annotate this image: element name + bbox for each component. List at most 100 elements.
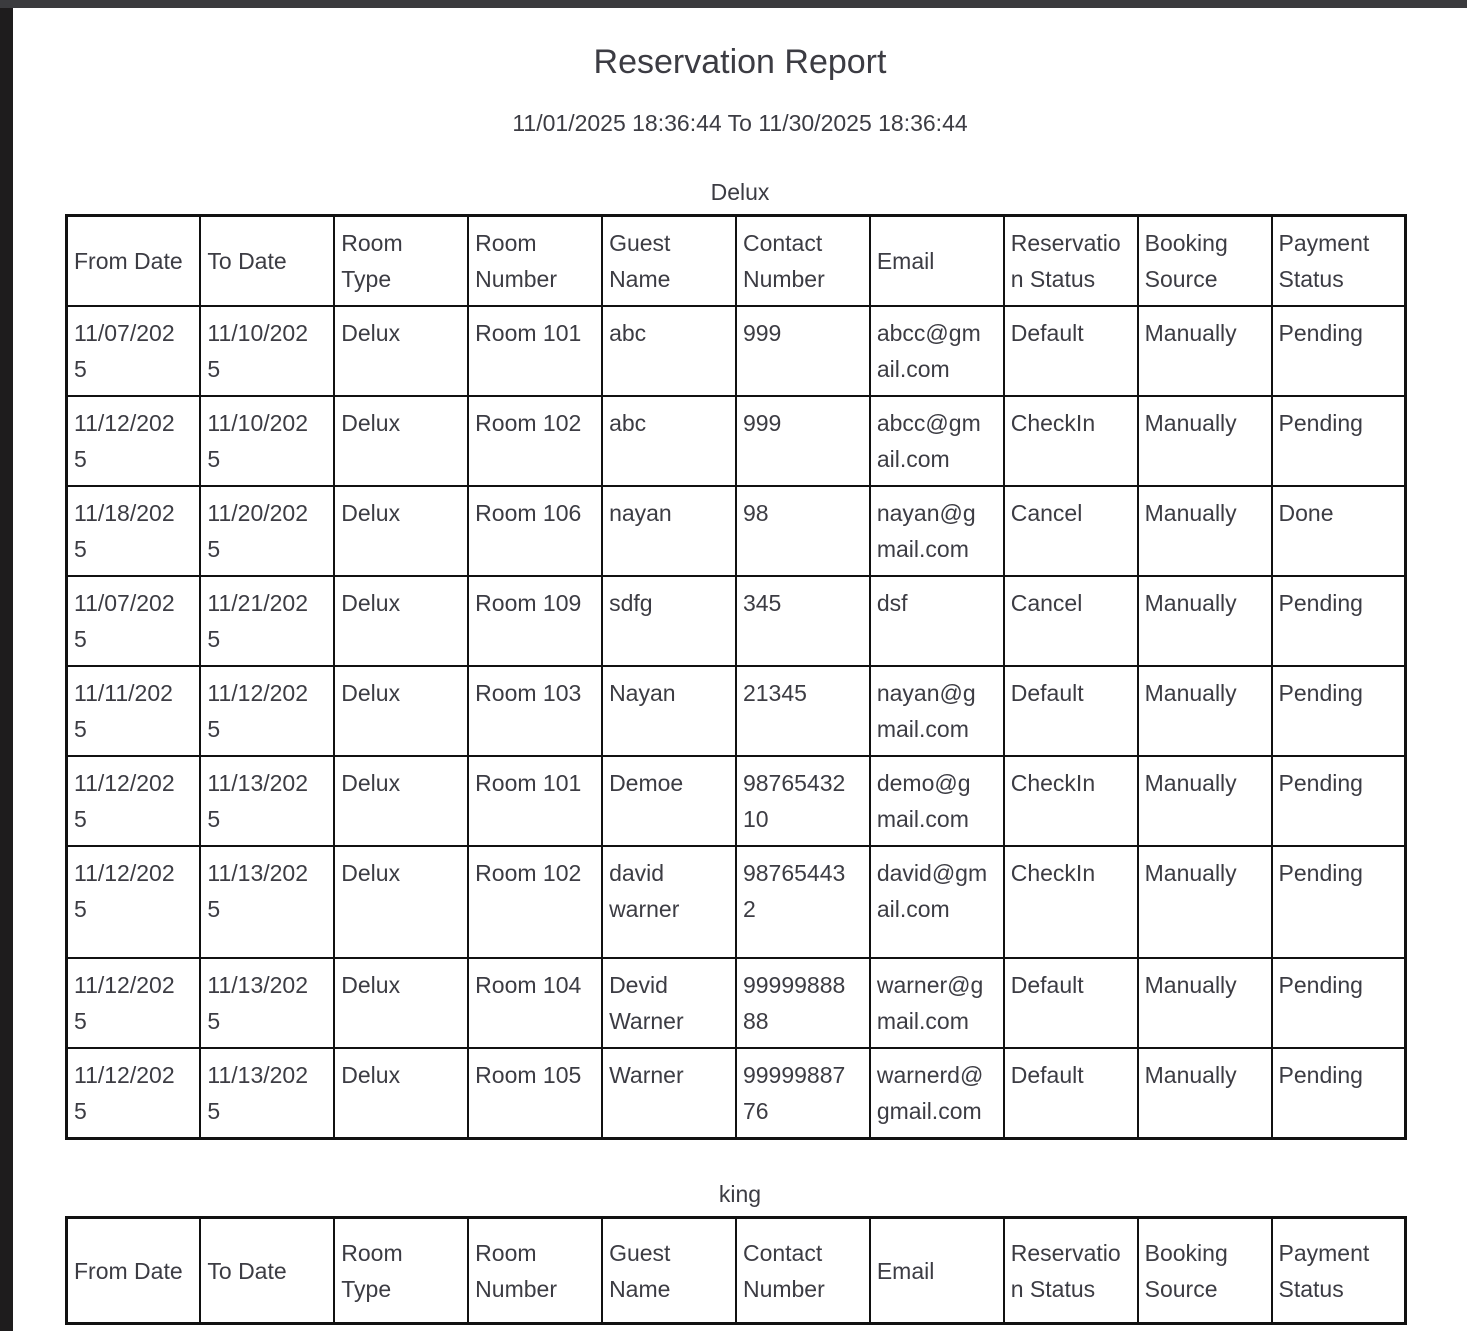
table-cell: Room 102 — [467, 395, 604, 487]
table-cell: Room 106 — [467, 485, 604, 577]
column-header: Room Number — [467, 1216, 604, 1325]
column-header: Email — [868, 1216, 1005, 1325]
table-cell: 345 — [734, 575, 871, 667]
table-cell: 11/18/2025 — [65, 485, 202, 577]
table-cell: 9999988888 — [734, 957, 871, 1049]
column-header: Reservation Status — [1002, 214, 1139, 307]
table-cell: 11/20/2025 — [199, 485, 336, 577]
table-cell: nayan@gmail.com — [868, 485, 1005, 577]
table-cell: Manually — [1136, 305, 1273, 397]
column-header: Contact Number — [734, 214, 871, 307]
table-cell: 999 — [734, 305, 871, 397]
table-cell: david warner — [601, 845, 737, 959]
table-cell: Room 104 — [467, 957, 604, 1049]
table-cell: 98 — [734, 485, 871, 577]
table-cell: abc — [601, 395, 737, 487]
table-cell: CheckIn — [1002, 845, 1139, 959]
table-cell: 11/10/2025 — [199, 305, 336, 397]
table-row: 11/07/2025 11/10/2025 Delux Room 101 abc 999 a… — [65, 305, 1407, 397]
table-cell: Pending — [1270, 755, 1407, 847]
table-cell: nayan@gmail.com — [868, 665, 1005, 757]
table-cell: david@gmail.com — [868, 845, 1005, 959]
table-cell: Warner — [601, 1047, 737, 1140]
report-sections: Delux From Date To Date Room Type Room Numb… — [13, 174, 1467, 1325]
table-row: 11/12/2025 11/13/2025 Delux Room 104 Devid W… — [65, 957, 1407, 1049]
table-cell: Nayan — [601, 665, 737, 757]
table-row: 11/18/2025 11/20/2025 Delux Room 106 nayan 98… — [65, 485, 1407, 577]
table-cell: 987654432 — [734, 845, 871, 959]
table-cell: Manually — [1136, 395, 1273, 487]
column-header: Booking Source — [1136, 1216, 1273, 1325]
column-header: Payment Status — [1270, 214, 1407, 307]
table-cell: sdfg — [601, 575, 737, 667]
table-cell: Default — [1002, 305, 1139, 397]
table-header-row: From Date To Date Room Type Room Number Gues… — [65, 1216, 1407, 1325]
table-cell: abc — [601, 305, 737, 397]
table-cell: Cancel — [1002, 575, 1139, 667]
column-header: Booking Source — [1136, 214, 1273, 307]
column-header: Payment Status — [1270, 1216, 1407, 1325]
table-cell: 9876543210 — [734, 755, 871, 847]
report-table: From Date To Date Room Type Room Number Gues… — [65, 1216, 1407, 1325]
table-row: 11/12/2025 11/13/2025 Delux Room 105 Warner 9… — [65, 1047, 1407, 1140]
table-row: 11/12/2025 11/13/2025 Delux Room 101 Demoe 98… — [65, 755, 1407, 847]
column-header: Contact Number — [734, 1216, 871, 1325]
table-cell: 11/11/2025 — [65, 665, 202, 757]
report-page: Reservation Report 11/01/2025 18:36:44 T… — [13, 8, 1467, 1331]
table-cell: demo@gmail.com — [868, 755, 1005, 847]
table-cell: 11/13/2025 — [199, 957, 336, 1049]
table-cell: Pending — [1270, 575, 1407, 667]
table-cell: Default — [1002, 665, 1139, 757]
table-cell: 11/12/2025 — [199, 665, 336, 757]
table-cell: Manually — [1136, 575, 1273, 667]
table-cell: Room 102 — [467, 845, 604, 959]
table-cell: abcc@gmail.com — [868, 305, 1005, 397]
table-cell: dsf — [868, 575, 1005, 667]
table-cell: Manually — [1136, 957, 1273, 1049]
table-cell: Delux — [333, 845, 470, 959]
table-cell: Pending — [1270, 665, 1407, 757]
table-cell: 11/12/2025 — [65, 845, 202, 959]
table-cell: Delux — [333, 575, 470, 667]
section-title: king — [718, 1181, 762, 1207]
column-header: Guest Name — [601, 1216, 737, 1325]
table-cell: 11/10/2025 — [199, 395, 336, 487]
table-cell: Pending — [1270, 1047, 1407, 1140]
column-header: Reservation Status — [1002, 1216, 1139, 1325]
table-cell: Manually — [1136, 485, 1273, 577]
table-cell: Manually — [1136, 845, 1273, 959]
table-cell: Pending — [1270, 845, 1407, 959]
table-cell: Manually — [1136, 755, 1273, 847]
section-title: Delux — [710, 179, 770, 205]
table-cell: 11/07/2025 — [65, 575, 202, 667]
table-cell: warnerd@gmail.com — [868, 1047, 1005, 1140]
table-cell: 11/21/2025 — [199, 575, 336, 667]
table-cell: 11/07/2025 — [65, 305, 202, 397]
table-cell: 999 — [734, 395, 871, 487]
table-cell: 11/12/2025 — [65, 755, 202, 847]
table-cell: Delux — [333, 665, 470, 757]
column-header: From Date — [65, 214, 202, 307]
table-cell: 11/13/2025 — [199, 755, 336, 847]
column-header: To Date — [199, 214, 336, 307]
table-row: 11/12/2025 11/10/2025 Delux Room 102 abc 999 a… — [65, 395, 1407, 487]
table-cell: Pending — [1270, 305, 1407, 397]
column-header: Room Type — [333, 1216, 470, 1325]
viewport-top-edge — [0, 0, 1467, 8]
table-cell: 11/12/2025 — [65, 1047, 202, 1140]
table-cell: 11/13/2025 — [199, 845, 336, 959]
table-row: 11/07/2025 11/21/2025 Delux Room 109 sdfg 345… — [65, 575, 1407, 667]
table-cell: Demoe — [601, 755, 737, 847]
table-cell: Delux — [333, 1047, 470, 1140]
table-cell: CheckIn — [1002, 755, 1139, 847]
table-header-row: From Date To Date Room Type Room Number Gues… — [65, 214, 1407, 307]
table-cell: warner@gmail.com — [868, 957, 1005, 1049]
table-cell: 11/12/2025 — [65, 395, 202, 487]
table-cell: 9999988776 — [734, 1047, 871, 1140]
table-cell: Cancel — [1002, 485, 1139, 577]
report-section: Delux From Date To Date Room Type Room Numb… — [13, 174, 1467, 1140]
report-section: king From Date To Date Room Type Room Numbe… — [13, 1176, 1467, 1325]
table-cell: Room 105 — [467, 1047, 604, 1140]
table-cell: Pending — [1270, 957, 1407, 1049]
table-cell: Done — [1270, 485, 1407, 577]
